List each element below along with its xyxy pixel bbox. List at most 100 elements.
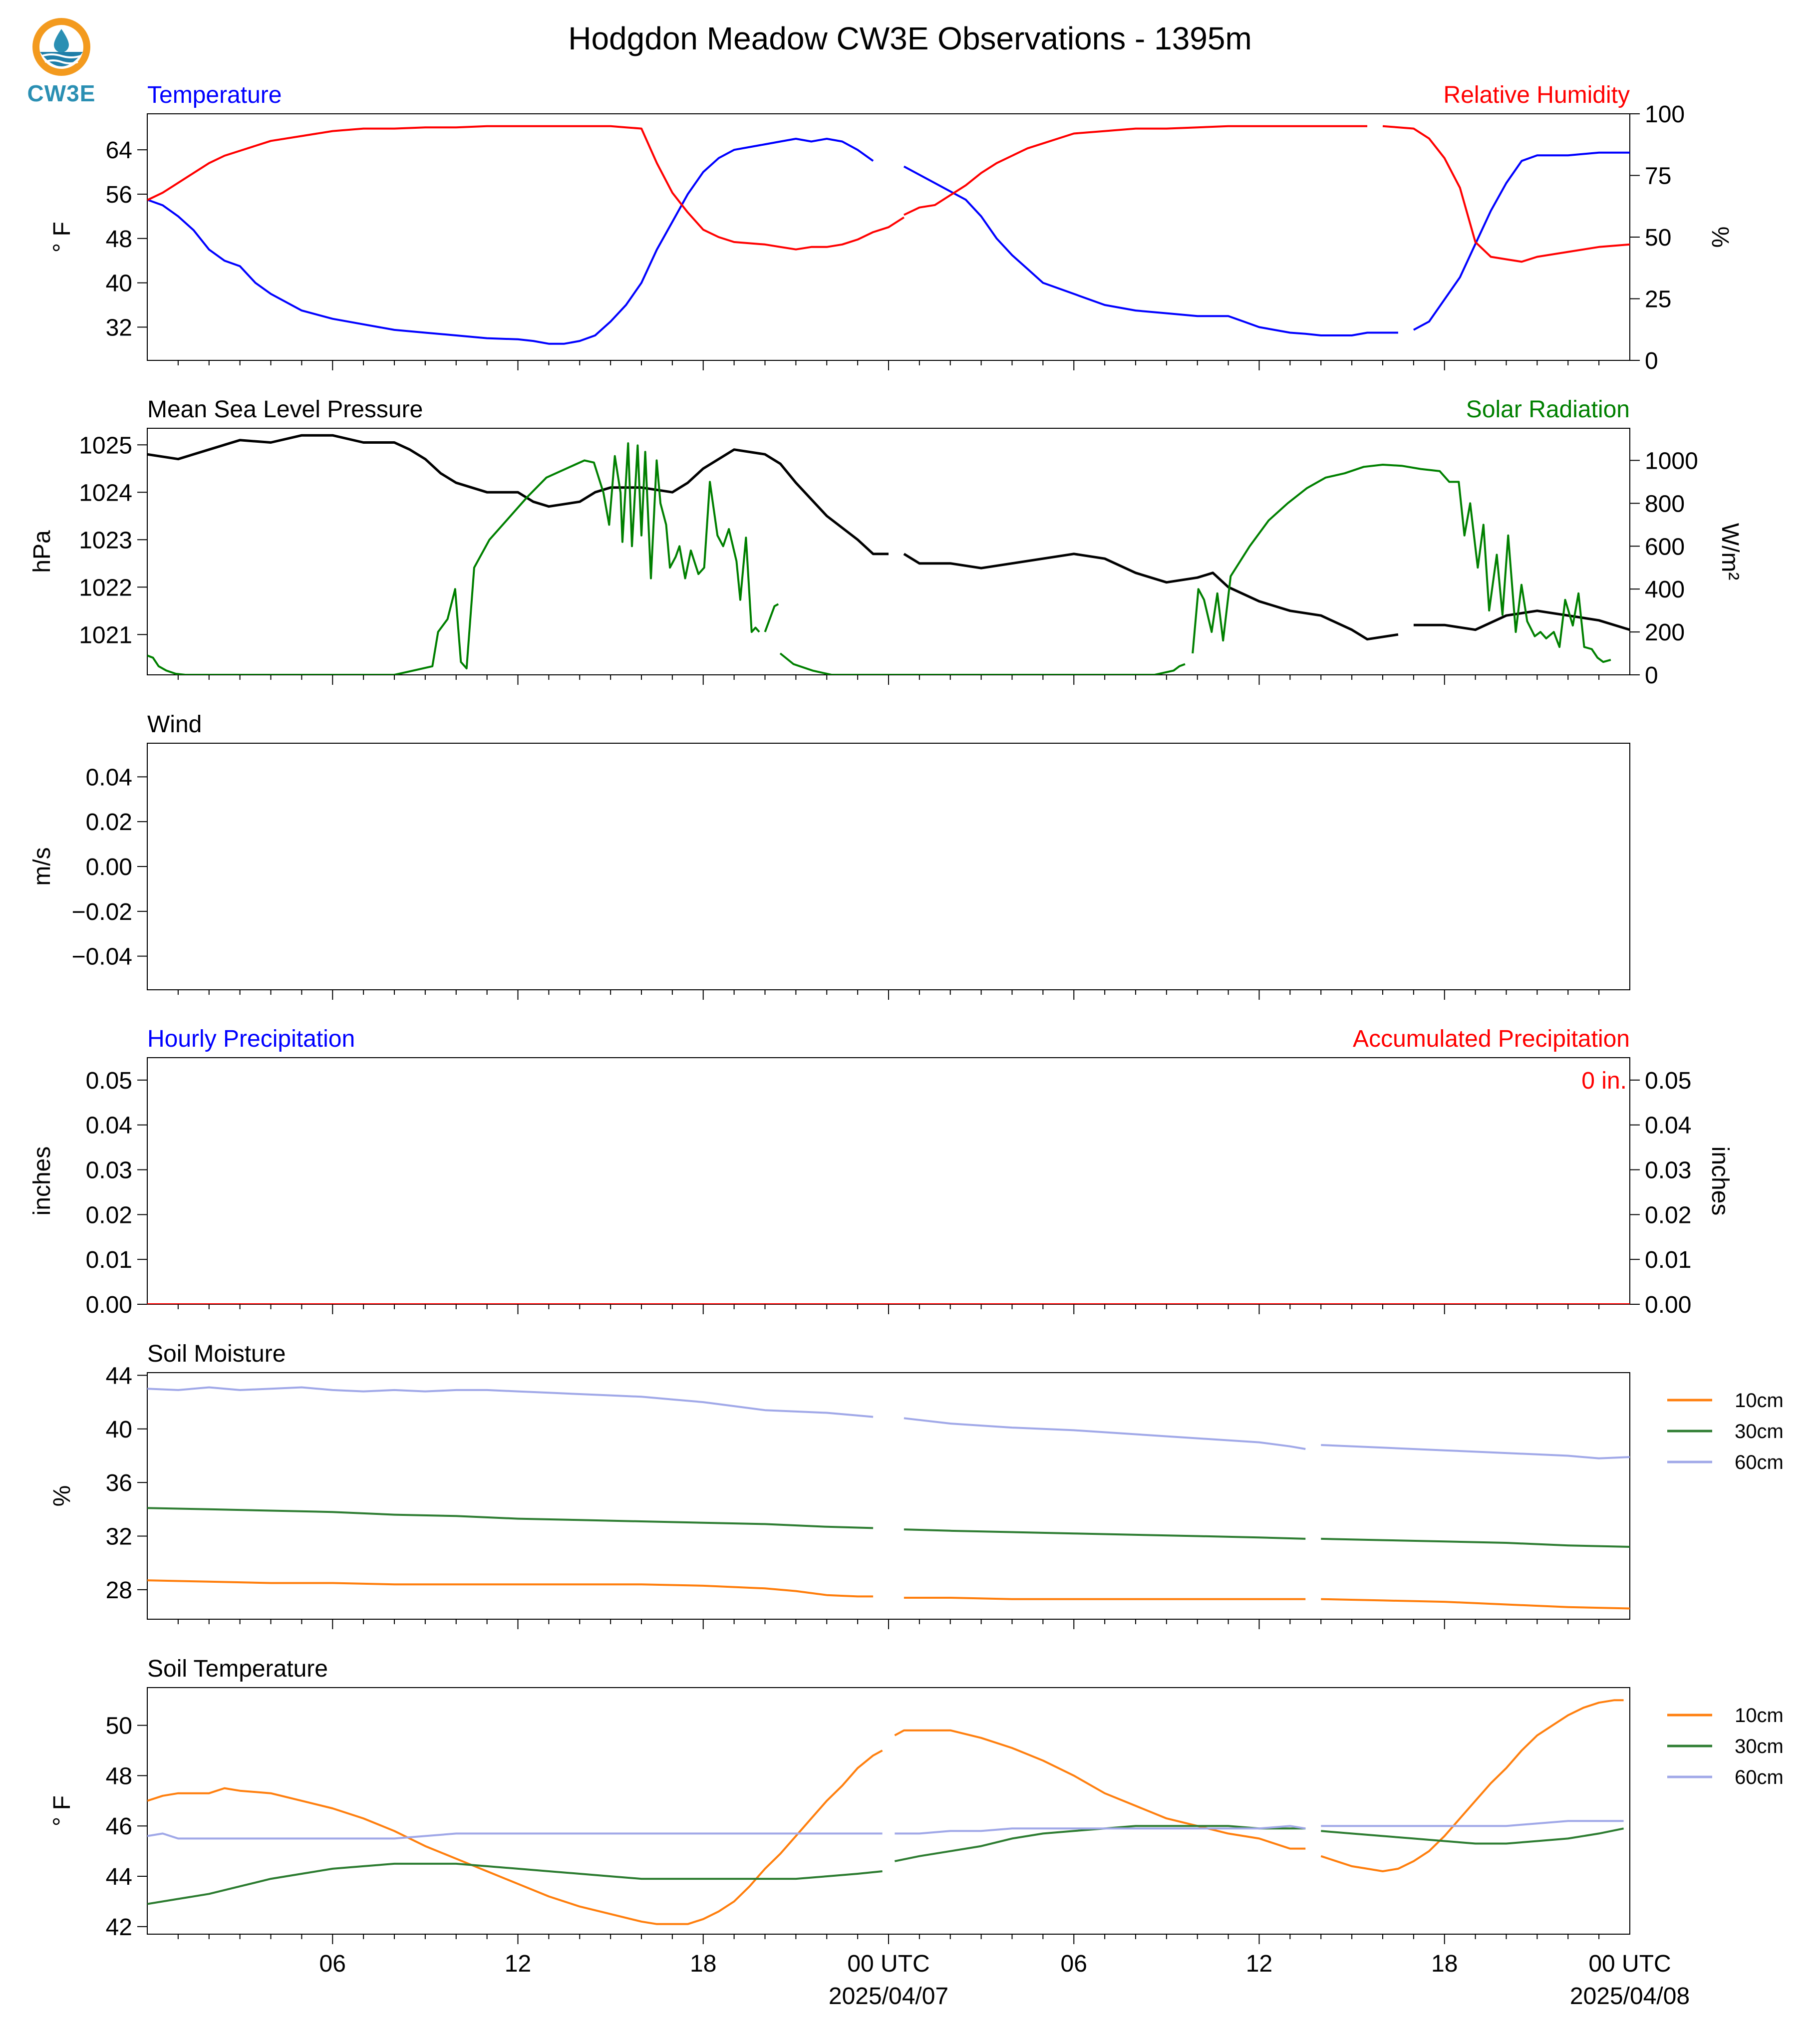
y2-tick-label: 0.03 [1645, 1158, 1691, 1184]
series-line-temperature [147, 138, 874, 345]
plot-frame [147, 1057, 1630, 1305]
panel-pressure_solar: Mean Sea Level Pressure Solar Radiation 10… [29, 396, 1743, 689]
panel-title-left: Temperature [147, 82, 282, 108]
series-line-10cm [147, 1579, 874, 1598]
series-line-solar-radiation [1192, 464, 1611, 663]
y-axis-label: ° F [49, 1795, 75, 1826]
y-tick-label: 1024 [79, 480, 132, 506]
x-tick-label: 06 [319, 1951, 346, 1977]
y2-tick-label: 0.00 [1645, 1292, 1691, 1318]
legend-label: 60cm [1735, 1766, 1784, 1788]
y-tick-label: 0.02 [86, 809, 132, 836]
x-tick-label: 12 [1246, 1951, 1272, 1977]
series-line-solar-radiation [779, 652, 1186, 675]
plot-frame [147, 1687, 1630, 1935]
series-line-relative-humidity [904, 125, 1368, 216]
y-tick-label: 40 [106, 271, 132, 297]
y-tick-label: 32 [106, 314, 132, 341]
panel-title-left: Hourly Precipitation [147, 1026, 355, 1052]
y-tick-label: 48 [106, 226, 132, 253]
y-tick-label: 0.03 [86, 1158, 132, 1184]
y2-tick-label: 50 [1645, 225, 1671, 251]
panel-title-right: Relative Humidity [1444, 82, 1630, 108]
y2-tick-label: 0.01 [1645, 1247, 1691, 1273]
y-tick-label: 32 [106, 1524, 132, 1550]
plot-frame [147, 428, 1630, 675]
y-tick-label: 1021 [79, 622, 132, 648]
y-axis-label: hPa [29, 530, 55, 573]
y-tick-label: 1023 [79, 527, 132, 554]
y-tick-label: 0.05 [86, 1068, 132, 1094]
series-line-10cm [147, 1749, 883, 1925]
y-tick-label: 0.00 [86, 1292, 132, 1318]
series-line-60cm [1321, 1444, 1630, 1459]
x-tick-label: 18 [1431, 1951, 1458, 1977]
y-tick-label: 48 [106, 1763, 132, 1789]
panel-title-left: Mean Sea Level Pressure [147, 396, 423, 423]
panel-title-left: Wind [147, 711, 202, 738]
y-tick-label: 1025 [79, 432, 132, 459]
y2-tick-label: 0.05 [1645, 1068, 1691, 1094]
y-axis-label: m/s [29, 847, 55, 885]
y2-tick-label: 100 [1645, 101, 1685, 128]
panel-precipitation: Hourly Precipitation Accumulated Precipit… [29, 1026, 1733, 1318]
series-line-temperature [903, 165, 1398, 336]
y2-axis-label: inches [1707, 1147, 1733, 1216]
series-line-30cm [147, 1507, 874, 1529]
y-tick-label: 64 [106, 137, 132, 164]
water-drop-sun-icon [32, 18, 90, 76]
plot-frame [147, 1372, 1630, 1620]
y2-tick-label: 25 [1645, 287, 1671, 313]
y-tick-label: −0.02 [72, 899, 132, 925]
series-line-30cm [1321, 1537, 1630, 1548]
x-tick-label: 00 UTC [847, 1951, 929, 1977]
x-tick-label: 06 [1061, 1951, 1087, 1977]
series-line-60cm [904, 1417, 1306, 1450]
y2-tick-label: 600 [1645, 534, 1685, 560]
y2-tick-label: 0 [1645, 348, 1658, 374]
x-date-label: 2025/04/07 [829, 1983, 948, 2010]
plot-frame [147, 743, 1630, 990]
y2-tick-label: 1000 [1645, 448, 1698, 474]
x-tick-label: 12 [505, 1951, 531, 1977]
series-line-60cm [147, 1832, 883, 1840]
x-tick-label: 18 [690, 1951, 716, 1977]
y2-tick-label: 0.04 [1645, 1113, 1691, 1139]
y-tick-label: 46 [106, 1813, 132, 1840]
figure-title: Hodgdon Meadow CW3E Observations - 1395m [568, 20, 1252, 56]
logo-text: CW3E [27, 80, 96, 106]
y-tick-label: 28 [106, 1577, 132, 1604]
series-line-30cm [147, 1862, 883, 1905]
y-tick-label: 42 [106, 1914, 132, 1941]
y2-tick-label: 0 [1645, 662, 1658, 689]
series-line-solar-radiation [147, 442, 760, 675]
y-tick-label: 0.04 [86, 1113, 132, 1139]
y-tick-label: 1022 [79, 575, 132, 601]
legend-label: 30cm [1735, 1421, 1784, 1443]
y-axis-label: % [49, 1485, 75, 1507]
y2-axis-label: W/m² [1717, 523, 1743, 580]
legend-label: 10cm [1735, 1705, 1784, 1727]
legend-label: 60cm [1735, 1451, 1784, 1473]
y2-tick-label: 0.02 [1645, 1202, 1691, 1228]
y-tick-label: 44 [106, 1363, 132, 1389]
accumulated-total-label: 0 in. [1581, 1068, 1627, 1094]
series-line-60cm [147, 1386, 874, 1418]
y-tick-label: 0.00 [86, 854, 132, 880]
y2-tick-label: 75 [1645, 163, 1671, 190]
plot-frame [147, 113, 1630, 361]
legend-label: 30cm [1735, 1736, 1784, 1757]
panel-soil_temperature: Soil Temperature 42 44 46 48 50 ° F 10cm 30cm 60c… [49, 1656, 1784, 1944]
series-line-relative-humidity [147, 125, 905, 251]
series-line-10cm [1321, 1598, 1630, 1610]
panel-title-right: Solar Radiation [1466, 396, 1630, 423]
panel-title-left: Soil Temperature [147, 1656, 328, 1682]
y2-tick-label: 800 [1645, 491, 1685, 517]
panel-title-right: Accumulated Precipitation [1353, 1026, 1630, 1052]
series-line-60cm [895, 1825, 1306, 1835]
y-tick-label: 56 [106, 182, 132, 208]
x-date-label: 2025/04/08 [1570, 1983, 1690, 2010]
series-line-60cm [1321, 1820, 1624, 1827]
y-tick-label: −0.04 [72, 944, 132, 970]
